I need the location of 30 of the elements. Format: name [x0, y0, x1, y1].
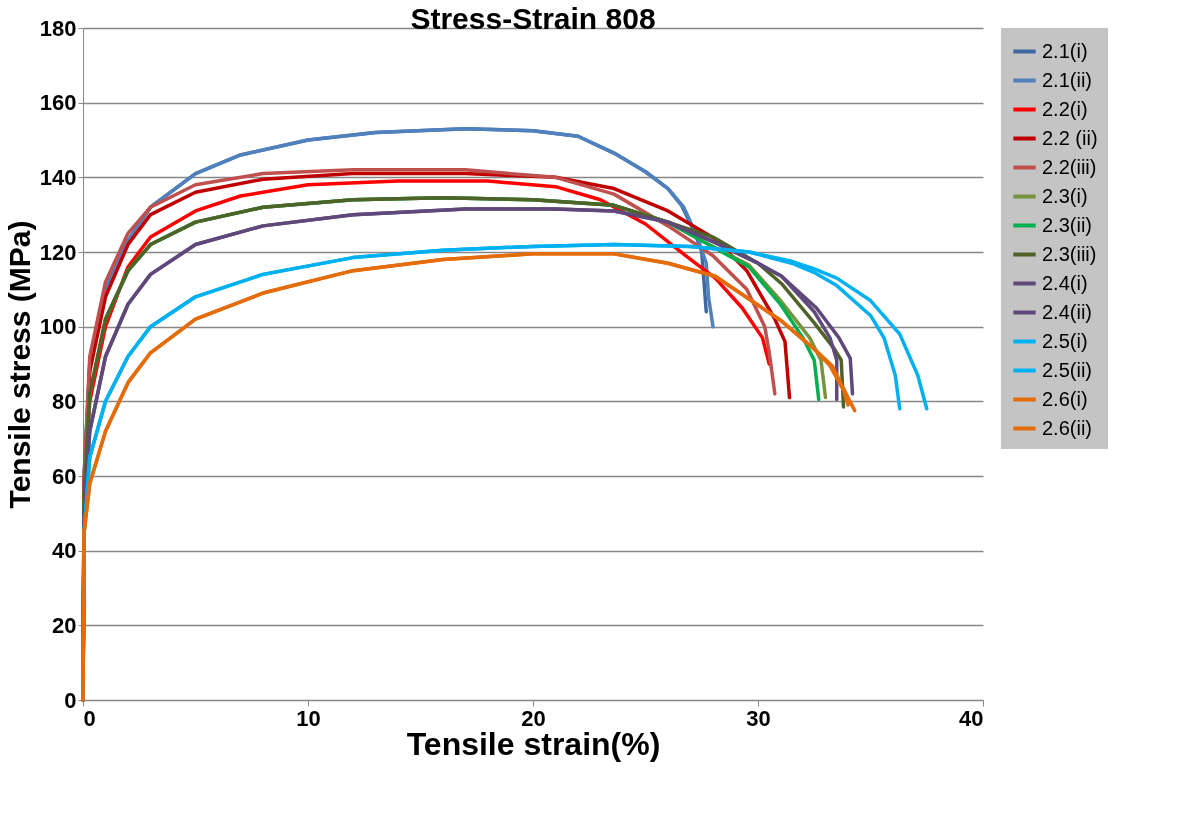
legend-label: 2.5(i)	[1042, 329, 1088, 352]
legend-label: 2.4(i)	[1042, 271, 1088, 294]
x-tick-label: 40	[959, 705, 984, 731]
y-tick-label: 20	[52, 612, 77, 638]
x-tick-label: 0	[83, 705, 96, 731]
legend-label: 2.5(ii)	[1042, 358, 1093, 381]
legend-label: 2.1(i)	[1042, 39, 1088, 62]
y-tick-label: 80	[52, 388, 77, 414]
legend-label: 2.3(iii)	[1042, 242, 1097, 265]
y-axis-title: Tensile stress (MPa)	[2, 220, 36, 509]
y-tick-label: 100	[39, 314, 77, 340]
chart-title: Stress-Strain 808	[410, 2, 656, 35]
y-tick-label: 180	[39, 15, 77, 41]
legend-label: 2.2 (ii)	[1042, 126, 1098, 149]
legend-label: 2.4(ii)	[1042, 300, 1093, 323]
y-tick-label: 60	[52, 463, 77, 489]
x-tick-label: 10	[296, 705, 321, 731]
y-tick-label: 160	[39, 90, 77, 116]
y-tick-label: 120	[39, 239, 77, 265]
legend-label: 2.2(i)	[1042, 97, 1088, 120]
legend-label: 2.3(ii)	[1042, 213, 1093, 236]
legend-label: 2.6(i)	[1042, 387, 1088, 410]
x-tick-label: 30	[746, 705, 771, 731]
legend-label: 2.3(i)	[1042, 184, 1088, 207]
y-tick-label: 140	[39, 164, 77, 190]
y-tick-label: 0	[64, 687, 77, 713]
y-tick-label: 40	[52, 538, 77, 564]
legend-label: 2.6(ii)	[1042, 416, 1093, 439]
legend-label: 2.2(iii)	[1042, 155, 1097, 178]
legend-label: 2.1(ii)	[1042, 68, 1093, 91]
